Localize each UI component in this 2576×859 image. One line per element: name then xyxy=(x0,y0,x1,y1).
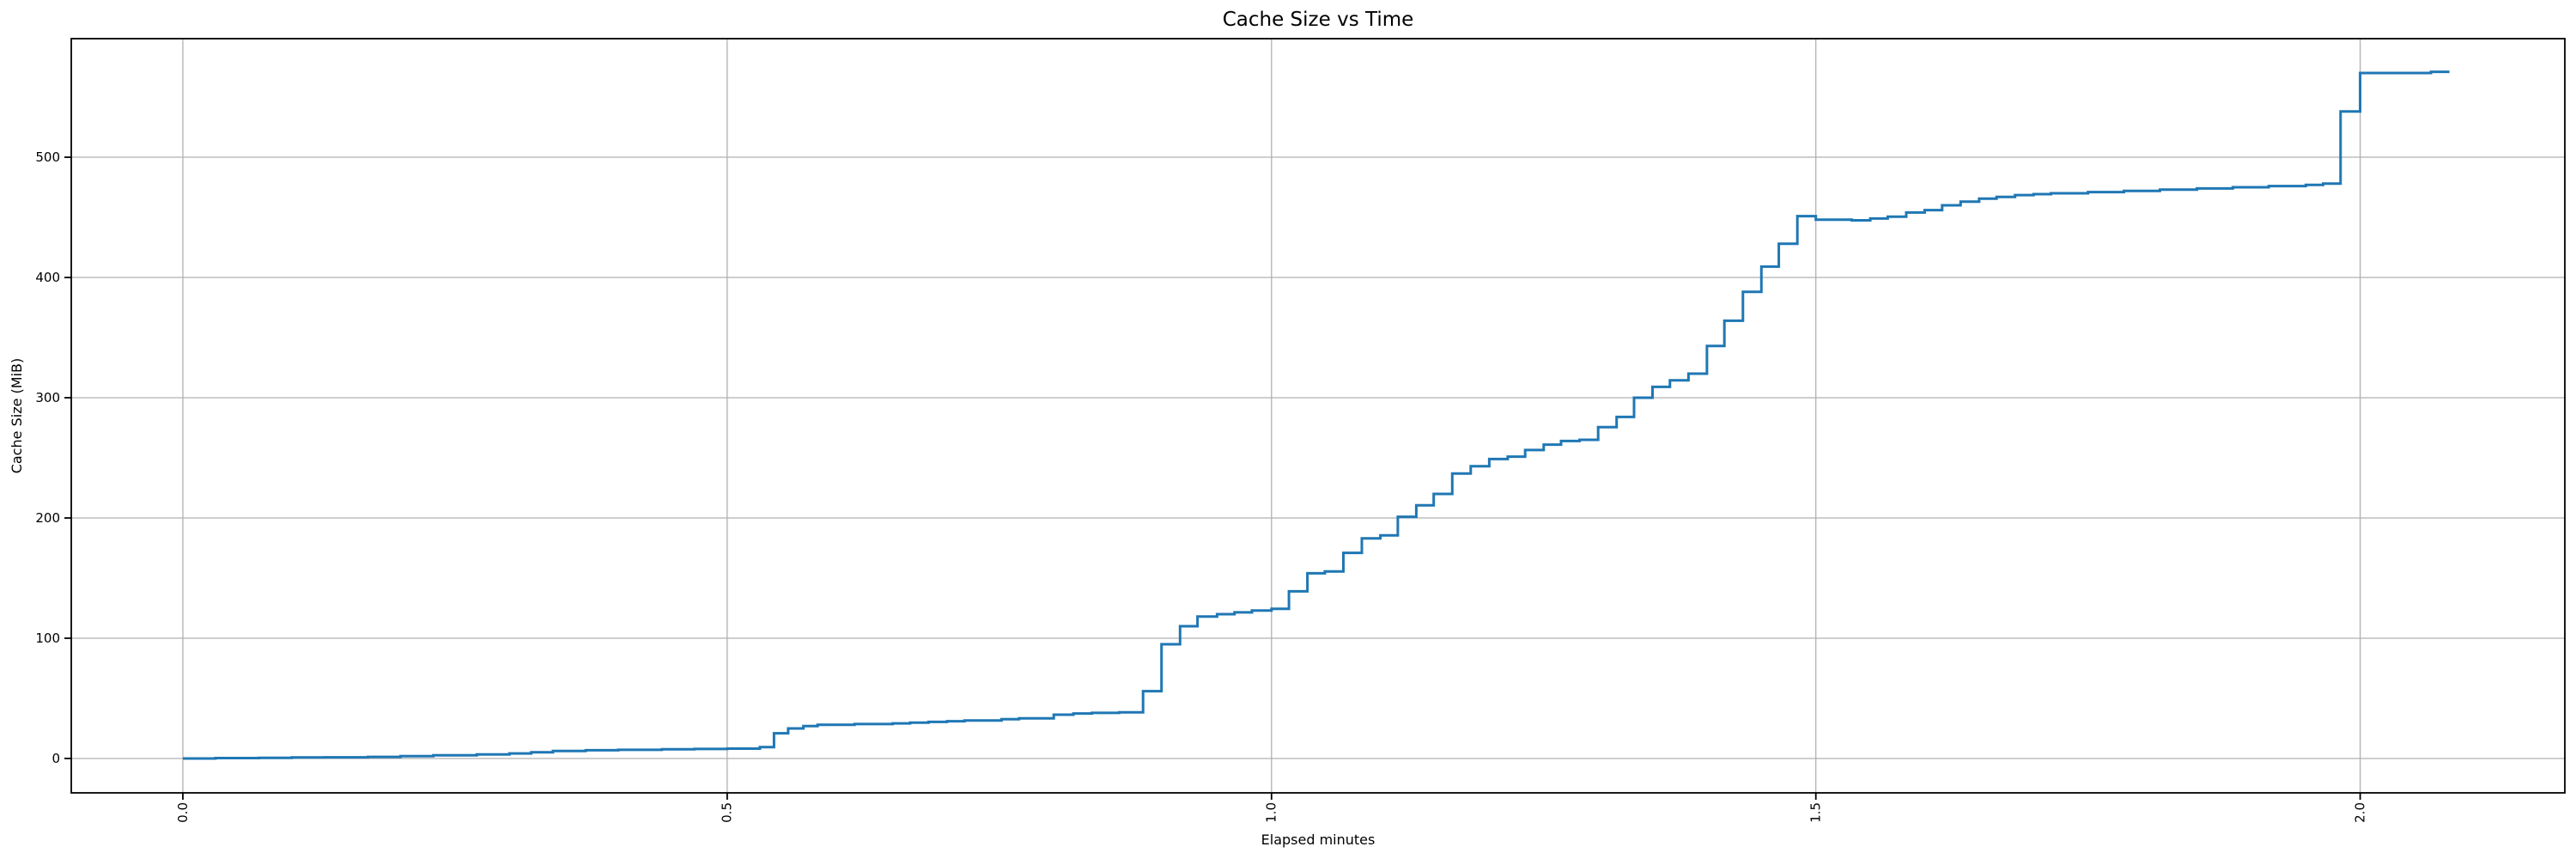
tick-marks xyxy=(64,156,2361,800)
plot-border xyxy=(70,38,2566,794)
y-tick-label: 300 xyxy=(35,390,60,405)
x-tick-label: 1.0 xyxy=(1264,802,1279,823)
x-tick-label: 2.0 xyxy=(2352,802,2367,823)
y-tick-label: 100 xyxy=(35,631,60,646)
x-axis-label: Elapsed minutes xyxy=(1261,832,1376,848)
y-tick-label: 0 xyxy=(52,751,60,766)
tick-labels: 0.0 0.5 1.0 1.5 2.0 0 100 200 300 400 500 xyxy=(35,149,2367,823)
y-tick-label: 500 xyxy=(35,149,60,165)
y-axis-label: Cache Size (MiB) xyxy=(9,358,25,473)
y-tick-label: 200 xyxy=(35,510,60,526)
y-tick-label: 400 xyxy=(35,270,60,285)
x-tick-label: 1.5 xyxy=(1808,802,1824,823)
cache-size-line xyxy=(183,70,2450,760)
chart-title: Cache Size vs Time xyxy=(1223,9,1414,31)
x-tick-label: 0.5 xyxy=(720,802,735,823)
grid-lines xyxy=(71,39,2565,793)
x-tick-label: 0.0 xyxy=(175,802,191,823)
